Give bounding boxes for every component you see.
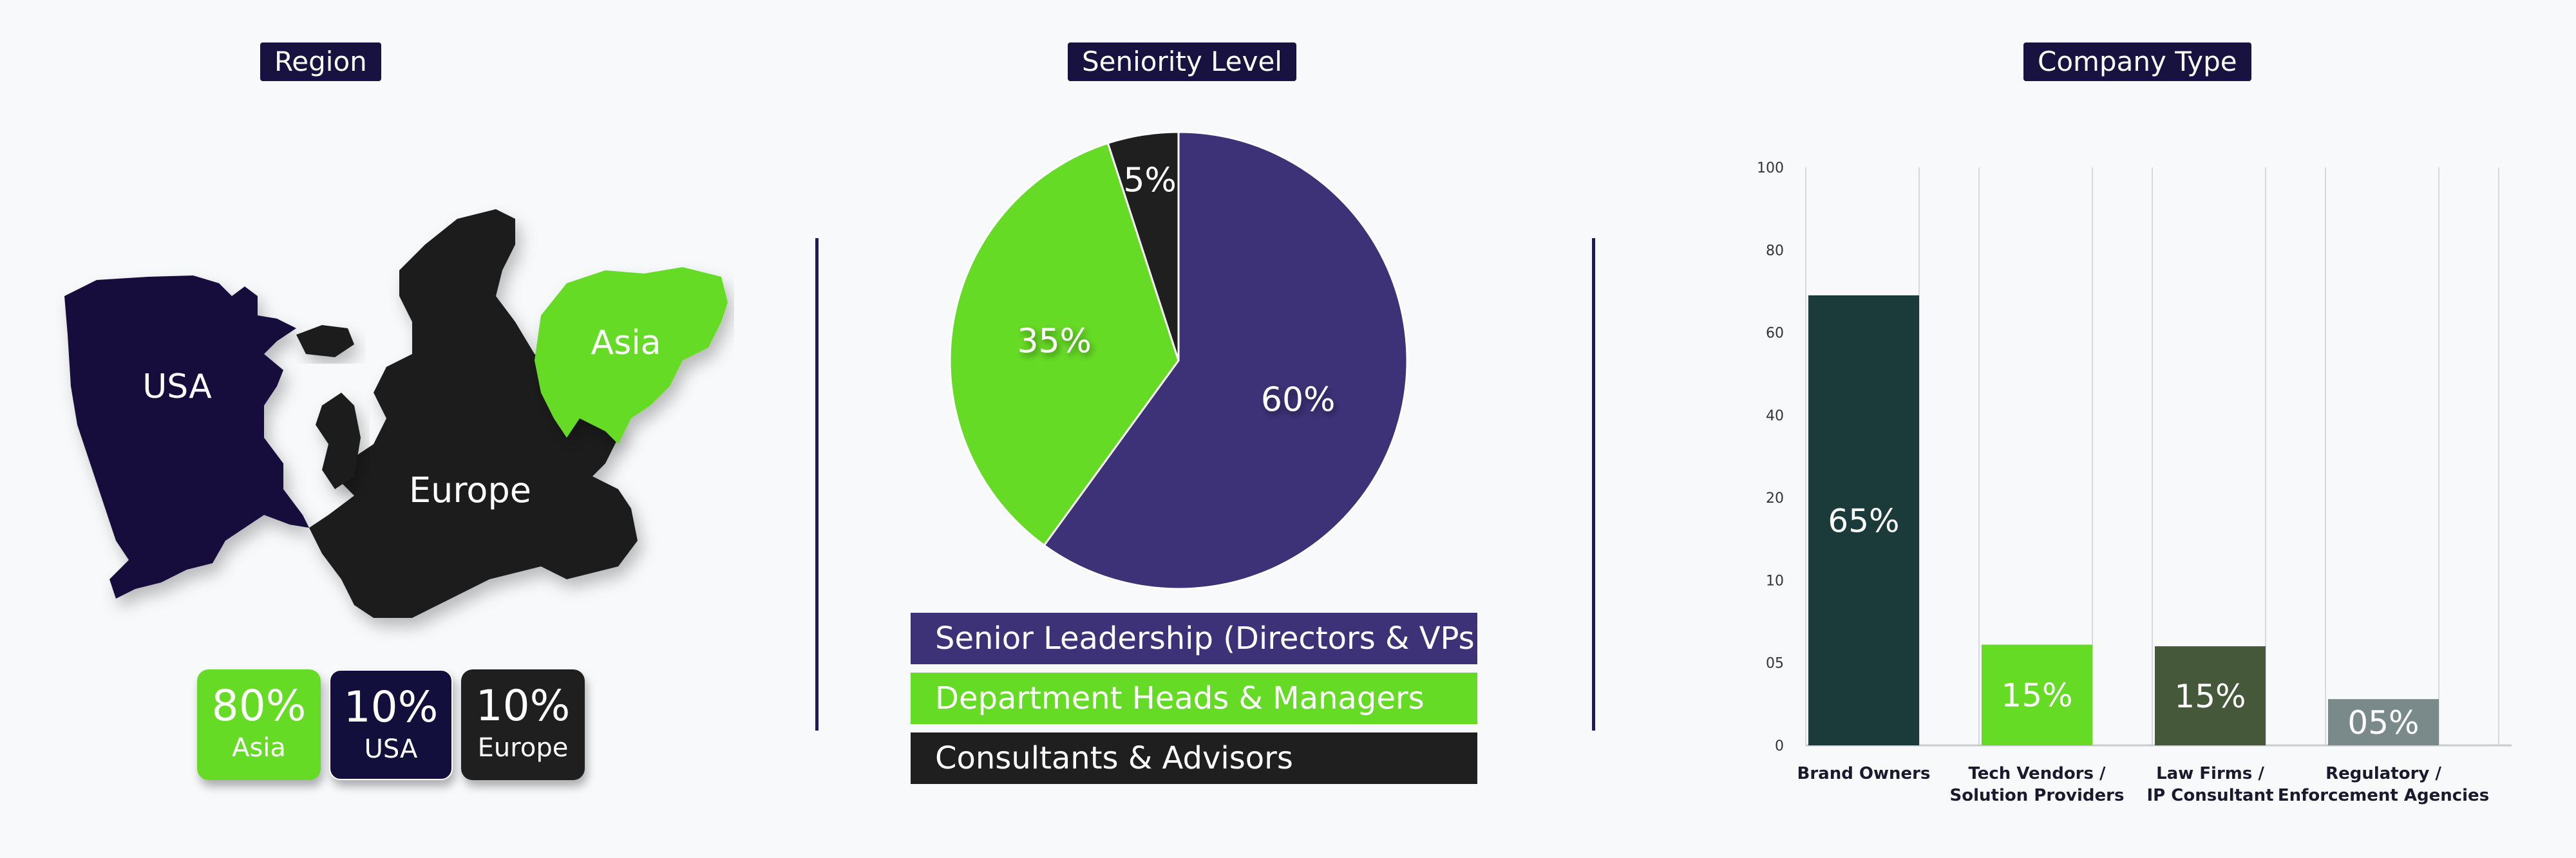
bar-label-2: 15%	[2174, 678, 2246, 715]
stat-usa-value: 10%	[343, 682, 439, 732]
europe-map-label: Europe	[409, 470, 531, 510]
y-tick-label-4: 40	[1766, 408, 1784, 424]
category-label-2-0: Law Firms /	[2156, 764, 2264, 783]
usa-shape	[64, 275, 309, 599]
y-tick-label-6: 80	[1766, 243, 1784, 259]
y-tick-label-5: 60	[1766, 326, 1784, 342]
stat-asia-label: Asia	[232, 733, 286, 763]
category-label-3-1: Enforcement Agencies	[2278, 786, 2489, 805]
pie-slice-1	[949, 142, 1180, 547]
category-label-2-1: IP Consultant	[2146, 786, 2273, 805]
category-label-0-0: Brand Owners	[1797, 764, 1931, 783]
europe-shape	[309, 209, 638, 618]
pie-slice-2	[1106, 131, 1180, 361]
legend-department-heads: Department Heads & Managers	[911, 673, 1477, 724]
stat-europe-value: 10%	[475, 681, 571, 731]
usa-map-label: USA	[142, 368, 212, 406]
asia-shape	[535, 267, 728, 444]
stat-europe-label: Europe	[477, 733, 569, 763]
bar-0	[1808, 295, 1919, 745]
pie-slice-0	[1043, 131, 1408, 590]
stat-asia: 80% Asia	[197, 669, 321, 780]
uk-shape	[316, 393, 361, 489]
bar-2	[2155, 646, 2266, 745]
divider-left	[815, 238, 819, 731]
legend-consultants: Consultants & Advisors	[911, 732, 1477, 784]
bar-label-1: 15%	[2001, 677, 2072, 714]
category-label-3-0: Regulatory /	[2325, 764, 2441, 783]
y-tick-label-7: 100	[1757, 160, 1784, 176]
asia-map-label: Asia	[591, 324, 661, 362]
region-map: USA Europe Asia	[64, 209, 728, 618]
y-tick-label-0: 0	[1775, 738, 1784, 754]
y-tick-label-1: 05	[1766, 656, 1784, 672]
legend-senior-leadership-label: Senior Leadership (Directors & VPs)	[935, 620, 1477, 657]
company-title: Company Type	[2023, 42, 2251, 81]
pie-label-2: 5%	[1123, 161, 1177, 200]
stat-asia-value: 80%	[211, 681, 307, 731]
company-bar-chart: 0 05 10 20 40 60 80 100 65% Brand Owners 15% Tech V…	[1757, 160, 2512, 805]
y-tick-label-3: 20	[1766, 490, 1784, 507]
stat-europe: 10% Europe	[461, 669, 585, 780]
stat-usa: 10% USA	[329, 669, 453, 780]
divider-right	[1592, 238, 1595, 731]
category-label-1-1: Solution Providers	[1950, 786, 2125, 805]
pie-label-1: 35%	[1017, 322, 1092, 360]
pie-label-0: 60%	[1261, 380, 1336, 419]
y-tick-label-2: 10	[1766, 573, 1784, 589]
bar-3	[2328, 699, 2439, 745]
legend-senior-leadership: Senior Leadership (Directors & VPs)	[911, 613, 1477, 664]
legend-department-heads-label: Department Heads & Managers	[935, 680, 1425, 716]
region-title: Region	[260, 42, 381, 81]
bar-label-3: 05%	[2347, 704, 2419, 741]
bar-label-0: 65%	[1828, 502, 1899, 539]
seniority-title: Seniority Level	[1068, 42, 1296, 81]
legend-consultants-label: Consultants & Advisors	[935, 740, 1293, 776]
seniority-pie-chart: 60% 35% 5%	[949, 131, 1408, 590]
category-label-1-0: Tech Vendors /	[1968, 764, 2106, 783]
iceland-shape	[296, 325, 354, 357]
bar-1	[1982, 644, 2092, 745]
stat-usa-label: USA	[364, 734, 418, 764]
